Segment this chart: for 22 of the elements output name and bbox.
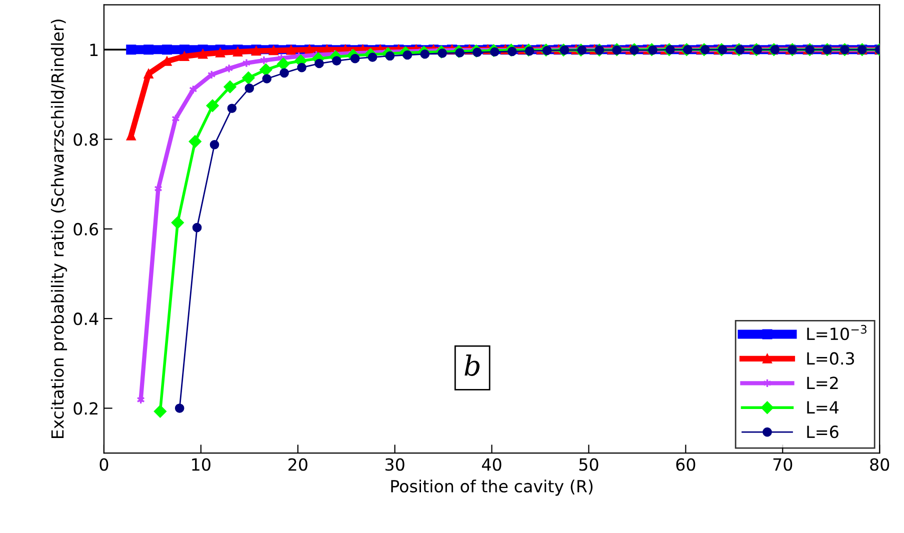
x-tick-label: 10 (192, 458, 210, 471)
x-tick-label: 0 (100, 458, 108, 471)
y-tick-label: 1 (90, 44, 98, 56)
x-tick-label: 20 (288, 458, 308, 471)
y-axis-title: Excitation probability ratio (Schwarzschild/Rindler) (50, 20, 68, 438)
legend-label: L=6 (807, 426, 838, 438)
x-tick-label: 40 (482, 458, 502, 471)
y-tick-label: 0.2 (74, 402, 98, 415)
x-tick-label: 60 (676, 458, 696, 471)
x-tick-label: 80 (870, 458, 890, 471)
x-tick-label: 70 (773, 458, 792, 471)
legend-label: L=10$^{−3}$ (807, 324, 866, 340)
y-tick-label: 0.6 (74, 222, 98, 236)
annotation: b (464, 354, 480, 376)
x-tick-label: 50 (579, 458, 598, 471)
legend-label: L=4 (807, 401, 839, 414)
legend-label: L=0.3 (807, 352, 854, 365)
y-tick-label: 0.8 (74, 133, 98, 146)
y-tick-label: 0.4 (74, 312, 98, 326)
x-tick-label: 30 (385, 458, 404, 471)
x-axis-title: Position of the cavity (R) (391, 480, 593, 496)
legend-label: L=2 (807, 376, 838, 389)
